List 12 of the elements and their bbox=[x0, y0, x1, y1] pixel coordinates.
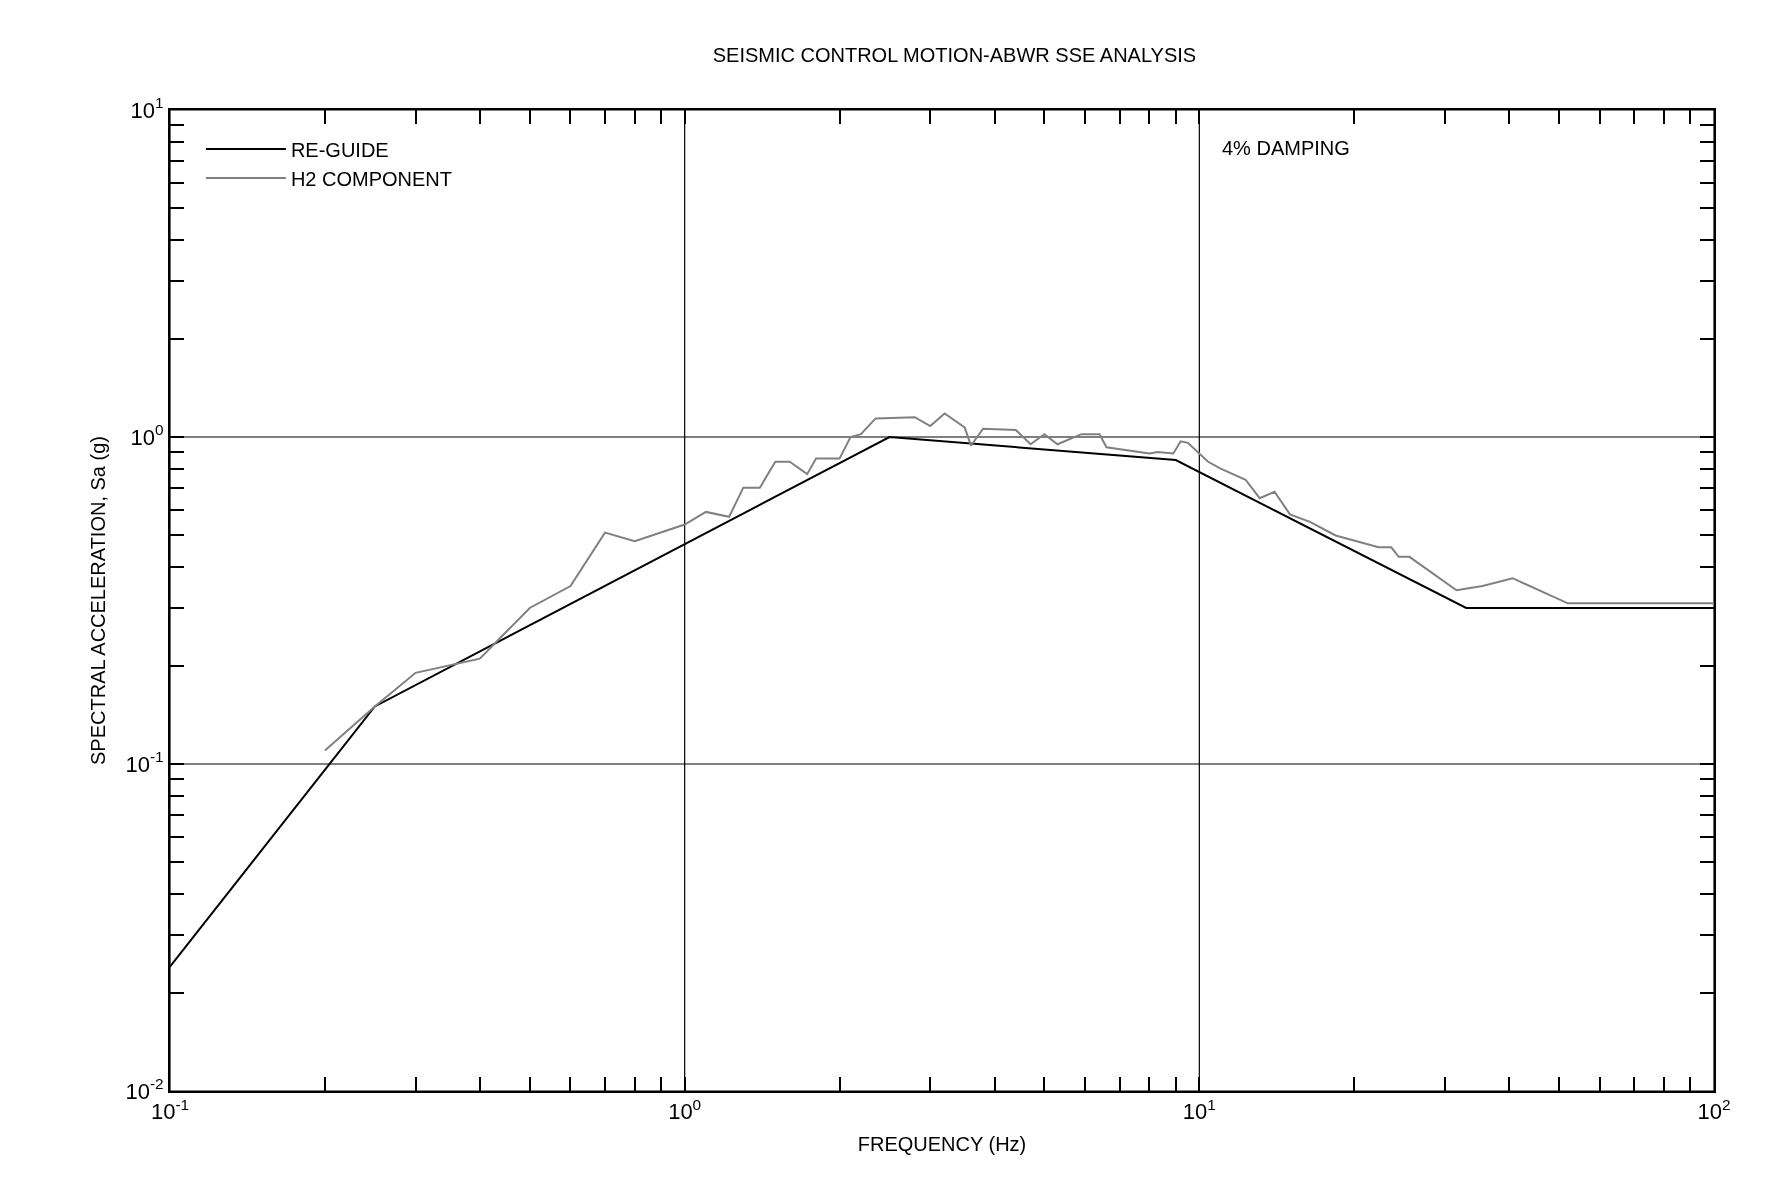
y-tick-label: 10$^{0}$ bbox=[130, 421, 164, 450]
y-tick-label: 10$^{1}$ bbox=[130, 94, 164, 123]
x-tick-label: 10$^{1}$ bbox=[1182, 1096, 1216, 1125]
legend-label: H2 COMPONENT bbox=[290, 167, 453, 190]
x-axis-title: FREQUENCY (Hz) bbox=[857, 1133, 1027, 1156]
x-tick-label: 10$^{2}$ bbox=[1697, 1096, 1731, 1125]
y-axis-title: SPECTRAL ACCELERATION, Sa (g) bbox=[87, 436, 110, 765]
legend-label: RE-GUIDE bbox=[290, 138, 389, 161]
chart-title: SEISMIC CONTROL MOTION-ABWR SSE ANALYSIS bbox=[712, 44, 1197, 67]
annotation: 4% DAMPING bbox=[1222, 137, 1350, 159]
y-tick-label: 10$^{-1}$ bbox=[125, 748, 164, 777]
x-tick-label: 10$^{0}$ bbox=[668, 1096, 702, 1125]
